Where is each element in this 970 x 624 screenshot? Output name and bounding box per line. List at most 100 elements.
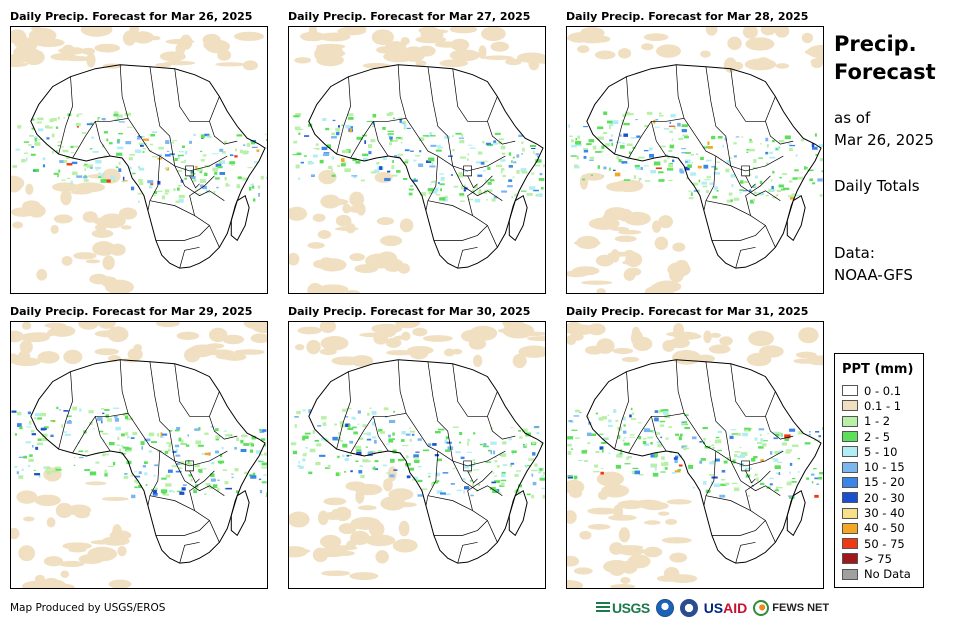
country-border [745,175,756,189]
rain-cell [720,483,727,486]
rain-cell [237,176,242,180]
rain-cell [707,141,710,145]
rain-cell [658,215,673,229]
rain-cell [176,448,178,453]
rain-cell [400,136,403,140]
rain-cell [671,155,675,157]
rain-cell [42,157,46,161]
rain-cell [264,452,267,456]
rain-cell [205,343,225,349]
precip-map [289,27,545,293]
rain-cell [265,495,267,497]
rain-cell [389,474,395,478]
rain-cell [700,50,711,58]
rain-cell [575,137,578,141]
rain-cell [342,149,349,154]
country-border [651,416,667,452]
rain-cell [222,469,228,471]
rain-cell [236,490,239,494]
rain-cell [150,134,155,137]
rain-cell [11,175,25,191]
rain-cell [152,489,157,494]
rain-cell [367,451,374,455]
rain-cell [354,445,362,449]
rain-cell [404,462,411,466]
rain-cell [176,490,183,492]
rain-cell [334,423,337,426]
rain-cell [616,141,622,144]
rain-cell [316,284,349,293]
continent-outline [30,359,266,564]
rain-cell [398,117,403,120]
rain-cell [117,436,120,441]
rain-cell [477,174,483,177]
rain-cell [711,460,716,462]
rain-cell [345,124,351,128]
country-border [452,68,498,122]
rain-cell [376,161,380,165]
rain-cell [770,451,773,455]
rain-cell [101,496,129,501]
rain-cell [434,454,440,457]
rain-cell [140,441,145,445]
rain-cell [366,432,372,436]
rain-cell [651,429,655,433]
rain-cell [693,189,699,192]
country-border [189,470,200,484]
rain-cell [12,221,24,229]
rain-cell [61,424,63,428]
rain-cell [403,161,409,164]
rain-cell [212,167,219,172]
rain-cell [681,129,687,133]
rain-cell [231,473,234,476]
rain-cell [294,57,312,64]
rain-cell [733,197,740,201]
rain-cell [325,127,330,131]
rain-cell [34,137,37,142]
rain-cell [586,432,592,437]
rain-cell [587,416,590,419]
rain-cell [670,113,676,118]
rain-cell [23,516,35,522]
rain-cell [32,444,34,448]
rain-cell [56,406,59,410]
rain-cell [414,459,420,464]
rain-cell [112,461,116,466]
legend-swatch [842,568,858,580]
rain-cell [100,408,105,410]
rain-cell [601,449,604,453]
rain-cell [806,477,810,480]
rain-cell [265,482,267,484]
country-border [189,175,200,189]
map-panel-1 [10,26,268,294]
rain-cell [116,116,119,121]
rain-cell [749,189,752,192]
rain-cell [75,122,81,127]
rain-cell [432,191,438,194]
rain-cell [643,165,649,167]
rain-cell [789,495,795,499]
rain-cell [316,147,320,150]
country-border [467,470,478,484]
rain-cell [324,467,330,469]
rain-cell [302,409,306,412]
rain-cell [418,163,424,168]
rain-cell [373,332,389,345]
rain-cell [139,182,144,186]
rain-cell [467,158,469,161]
rain-cell [385,416,388,418]
rain-cell [337,432,341,435]
rain-cell [473,462,476,464]
rain-cell [144,438,151,442]
country-border [705,200,776,248]
rain-cell [804,166,807,170]
commerce-seal-icon [679,599,698,617]
rain-cell [391,174,398,177]
rain-cell [668,125,675,127]
rain-cell [487,449,492,452]
rain-cell [691,436,697,440]
rain-cell [148,432,155,437]
legend-row: 30 - 40 [842,505,916,520]
rain-cell [393,469,398,471]
rain-cell [471,189,475,194]
